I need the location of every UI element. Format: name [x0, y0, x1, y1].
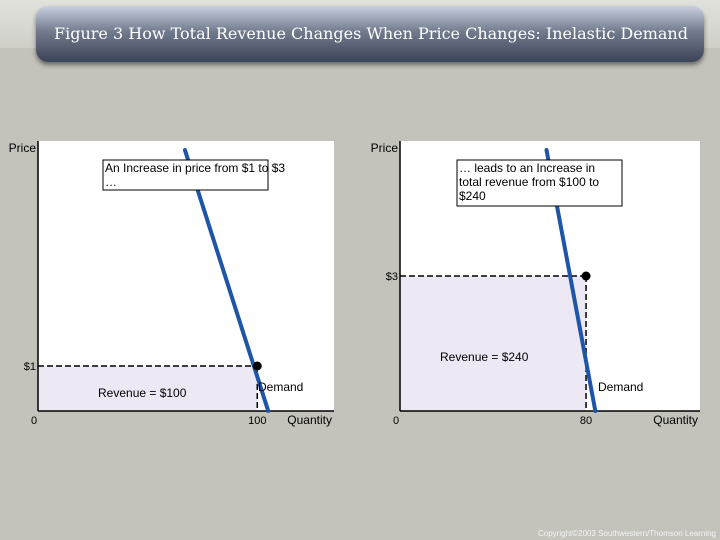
- right-y-tick-label-0: $3: [386, 271, 398, 283]
- left-annotation-line-1: …: [105, 175, 117, 189]
- copyright-notice: Copyright©2003 Southwestern/Thomson Lear…: [538, 529, 716, 538]
- right-y-axis-label: Price: [371, 141, 399, 155]
- right-annotation-line-1: total revenue from $100 to: [459, 175, 599, 189]
- left-x-tick-label-0: 0: [31, 415, 37, 427]
- right-x-tick-label-0: 0: [393, 415, 399, 427]
- right-annotation-line-2: $240: [459, 189, 486, 203]
- left-price-quantity-point: [252, 361, 262, 371]
- left-revenue-area: [38, 366, 258, 411]
- left-y-tick-label-0: $1: [24, 361, 36, 373]
- figure-title: Figure 3 How Total Revenue Changes When …: [36, 6, 704, 62]
- right-x-tick-label-1: 80: [580, 415, 592, 427]
- right-x-axis-label: Quantity: [653, 413, 698, 427]
- left-y-axis-label: Price: [9, 141, 37, 155]
- right-annotation-line-0: … leads to an Increase in: [459, 161, 595, 175]
- left-x-axis-label: Quantity: [287, 413, 332, 427]
- left-annotation-line-0: An Increase in price from $1 to $3: [105, 161, 285, 175]
- left-demand-label: Demand: [258, 380, 303, 394]
- left-x-tick-label-1: 100: [248, 415, 266, 427]
- right-annotation-box: [456, 159, 623, 207]
- right-revenue-area: [400, 276, 587, 411]
- right-price-quantity-point: [581, 271, 591, 281]
- right-demand-label: Demand: [598, 380, 643, 394]
- right-revenue-label: Revenue = $240: [440, 350, 529, 364]
- left-revenue-label: Revenue = $100: [98, 386, 187, 400]
- left-annotation-box: [102, 159, 269, 191]
